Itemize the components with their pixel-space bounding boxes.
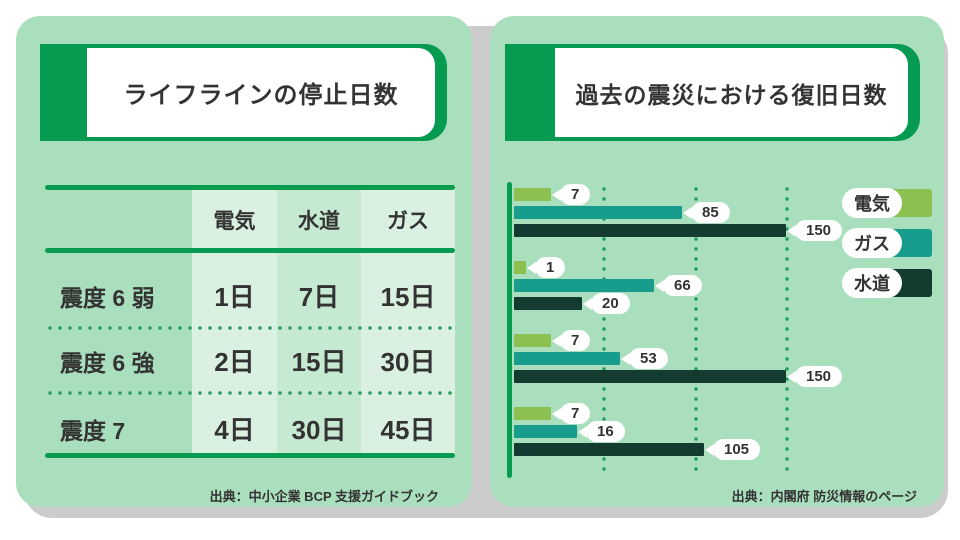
bar-row-electricity-group3: 7 — [514, 330, 842, 351]
cell-electricity-shindo7: 4日 — [214, 415, 255, 445]
right-panel-header-box: 過去の震災における復旧日数 — [555, 48, 908, 137]
table-row-separator-2 — [45, 391, 455, 395]
cell-electricity-shindo6lower: 1日 — [214, 282, 255, 312]
bar-value-label: 16 — [586, 421, 625, 442]
cell-water-shindo7: 30日 — [291, 415, 347, 445]
right-panel-source: 出典：内閣府 防災情報のページ — [731, 489, 917, 504]
cell-water-shindo6lower: 7日 — [298, 282, 340, 312]
column-stripe-water — [277, 187, 361, 455]
bar-electricity-group4 — [514, 407, 551, 420]
bar-value-label: 1 — [535, 257, 566, 278]
bar-gas-group2 — [514, 279, 654, 292]
bar-water-group2 — [514, 297, 582, 310]
table-rule-header — [45, 248, 455, 253]
table-rule-bottom — [45, 453, 455, 458]
bar-electricity-group2 — [514, 261, 526, 274]
bar-value-label: 7 — [560, 403, 591, 424]
bar-value-label: 66 — [663, 275, 702, 296]
bar-gas-group4 — [514, 425, 577, 438]
bar-value-label: 20 — [591, 293, 630, 314]
right-panel-title: 過去の震災における復旧日数 — [575, 81, 888, 108]
bar-water-group1 — [514, 224, 786, 237]
column-header-gas: ガス — [387, 210, 429, 233]
bar-row-water-group2: 20 — [514, 293, 842, 314]
legend-entry-gas: ガス — [842, 227, 932, 258]
legend-label-electricity: 電気 — [842, 187, 902, 218]
left-panel-title: ライフラインの停止日数 — [123, 82, 399, 109]
bar-electricity-group1 — [514, 188, 551, 201]
legend-entry-water: 水道 — [842, 267, 932, 298]
left-panel-source: 出典：中小企業 BCP 支援ガイドブック — [209, 489, 439, 504]
bar-value-label: 7 — [560, 330, 591, 351]
cell-gas-shindo7: 45日 — [380, 415, 436, 445]
cell-water-shindo6upper: 15日 — [291, 347, 347, 377]
bar-gas-group3 — [514, 352, 620, 365]
cell-gas-shindo6lower: 15日 — [380, 282, 436, 312]
cell-electricity-shindo6upper: 2日 — [214, 347, 255, 377]
left-panel-header: ライフラインの停止日数 — [40, 44, 447, 141]
chart-y-axis-line — [507, 182, 512, 478]
bar-water-group3 — [514, 370, 786, 383]
column-stripe-gas — [361, 187, 455, 455]
left-panel-header-box: ライフラインの停止日数 — [87, 48, 435, 137]
gridline-100 — [694, 184, 698, 476]
bar-value-label: 85 — [691, 202, 730, 223]
bar-value-label: 150 — [795, 220, 843, 241]
gridline-150 — [785, 184, 789, 476]
bar-value-label: 150 — [795, 366, 843, 387]
row-label-shindo-6-upper: 震度 6 強 — [60, 350, 155, 376]
bar-row-electricity-group1: 7 — [514, 184, 842, 205]
bar-row-gas-group4: 16 — [514, 421, 842, 442]
bar-row-water-group4: 105 — [514, 439, 842, 460]
bar-row-electricity-group4: 7 — [514, 403, 842, 424]
right-panel-header: 過去の震災における復旧日数 — [505, 44, 920, 141]
column-header-water: 水道 — [298, 210, 340, 233]
gridline-50 — [602, 184, 606, 476]
bar-groups: 7 85 150 1 66 20 7 53 150 7 16 105 — [514, 184, 843, 460]
legend-label-gas: ガス — [842, 227, 902, 258]
bar-group-1: 7 85 150 — [514, 184, 843, 241]
bar-row-water-group1: 150 — [514, 220, 843, 241]
column-header-electricity: 電気 — [213, 210, 256, 233]
bar-row-water-group3: 150 — [514, 366, 843, 387]
bar-row-gas-group3: 53 — [514, 348, 842, 369]
legend-entry-electricity: 電気 — [842, 187, 932, 218]
bar-group-4: 7 16 105 — [514, 403, 842, 460]
bar-row-electricity-group2: 1 — [514, 257, 842, 278]
bar-value-label: 7 — [560, 184, 591, 205]
row-label-shindo-7: 震度 7 — [60, 418, 126, 444]
row-label-shindo-6-lower: 震度 6 弱 — [60, 285, 155, 311]
bar-group-2: 1 66 20 — [514, 257, 842, 314]
table-rule-top — [45, 185, 455, 190]
bar-gas-group1 — [514, 206, 682, 219]
bar-electricity-group3 — [514, 334, 551, 347]
chart-legend: 電気 ガス 水道 — [842, 187, 932, 298]
table-row-separator-1 — [45, 326, 455, 330]
column-stripe-electricity — [192, 187, 277, 455]
cell-gas-shindo6upper: 30日 — [380, 347, 436, 377]
lifeline-outage-panel: ライフラインの停止日数 電気 水道 ガス 震度 6 弱 1日 7日 15日 震度… — [16, 16, 472, 507]
bar-value-label: 105 — [713, 439, 761, 460]
bar-water-group4 — [514, 443, 704, 456]
recovery-days-panel: 過去の震災における復旧日数 7 85 150 1 66 20 7 53 150 7 16 105 電気… — [490, 16, 944, 507]
bar-group-3: 7 53 150 — [514, 330, 843, 387]
bar-row-gas-group2: 66 — [514, 275, 842, 296]
bar-value-label: 53 — [629, 348, 668, 369]
bar-row-gas-group1: 85 — [514, 202, 842, 223]
legend-label-water: 水道 — [842, 267, 902, 298]
